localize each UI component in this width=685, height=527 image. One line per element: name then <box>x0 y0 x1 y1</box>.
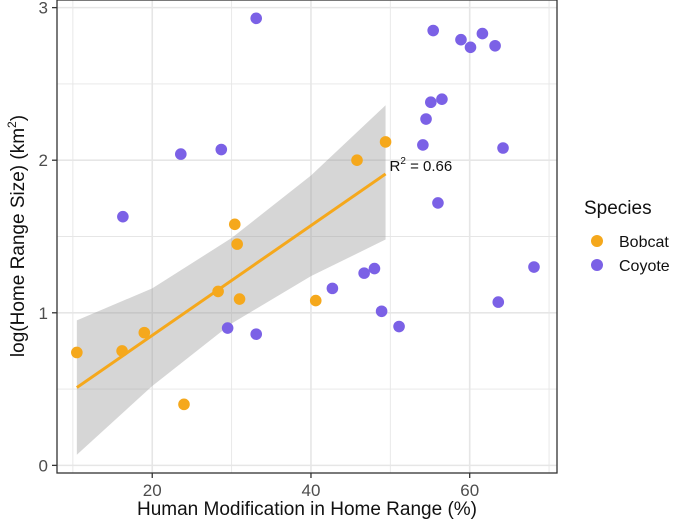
coyote-point <box>417 139 429 151</box>
r-squared-label: R2 = 0.66 <box>390 156 453 175</box>
bobcat-point <box>116 345 128 357</box>
y-tick-label: 2 <box>39 151 48 170</box>
coyote-point <box>375 305 388 318</box>
r-squared-letter: R <box>390 158 401 175</box>
bobcat-point <box>231 238 243 250</box>
bobcat-point <box>351 154 363 167</box>
legend: Species Bobcat Coyote <box>584 198 670 275</box>
bobcat-point <box>71 346 83 359</box>
coyote-point <box>425 96 437 109</box>
coyote-point <box>368 262 381 275</box>
coyote-point <box>221 322 234 334</box>
legend-label-bobcat: Bobcat <box>619 234 669 251</box>
legend-key-bobcat <box>591 235 603 247</box>
plot-panel-border <box>56 0 558 474</box>
coyote-point <box>427 24 439 37</box>
coyote-point <box>326 282 339 295</box>
x-axis-ticks: 20 40 60 <box>143 473 479 500</box>
x-tick-label: 60 <box>460 481 479 500</box>
coyote-point <box>175 148 187 160</box>
r-squared-value: = 0.66 <box>406 158 452 175</box>
coyote-point <box>489 39 501 52</box>
x-axis-title: Human Modification in Home Range (%) <box>137 499 477 520</box>
coyote-point <box>393 320 405 333</box>
coyote-point <box>420 113 432 125</box>
y-tick-label: 0 <box>39 456 48 475</box>
coyote-point <box>497 142 509 154</box>
legend-title: Species <box>584 198 652 219</box>
coyote-point <box>455 33 467 46</box>
bobcat-point <box>379 136 392 148</box>
legend-label-coyote: Coyote <box>619 258 670 275</box>
regression-line <box>75 172 387 389</box>
coyote-point <box>476 27 489 40</box>
coyote-point <box>492 296 505 308</box>
legend-key-coyote <box>591 259 603 271</box>
coyote-point <box>250 12 263 25</box>
coyote-point <box>464 41 477 54</box>
coyote-point <box>358 267 370 279</box>
y-axis-title-superscript: 2 <box>5 121 19 128</box>
bobcat-point <box>138 326 151 339</box>
bobcat-point <box>309 294 322 307</box>
y-axis-title: log(Home Range Size) (km2) <box>5 115 29 357</box>
y-tick-label: 1 <box>39 304 48 323</box>
coyote-point <box>436 93 448 105</box>
r-squared-superscript: 2 <box>400 156 406 167</box>
coyote-point <box>250 328 263 340</box>
coyote-point <box>528 261 540 273</box>
coyote-point <box>117 210 129 223</box>
bobcat-point <box>178 398 190 411</box>
bobcat-point <box>212 285 224 298</box>
x-tick-label: 20 <box>143 481 162 500</box>
y-axis-ticks: 0 1 2 3 <box>39 0 57 475</box>
coyote-point <box>215 143 228 156</box>
y-axis-title-main: log(Home Range Size) (km <box>8 128 29 357</box>
x-tick-label: 40 <box>302 481 321 500</box>
major-gridlines <box>57 0 557 473</box>
y-axis-title-end: ) <box>8 115 29 121</box>
data-points <box>71 12 540 411</box>
minor-gridlines <box>57 0 557 473</box>
y-tick-label: 3 <box>39 0 48 18</box>
coyote-point <box>432 197 444 209</box>
bobcat-point <box>233 293 246 305</box>
bobcat-point <box>228 218 241 231</box>
